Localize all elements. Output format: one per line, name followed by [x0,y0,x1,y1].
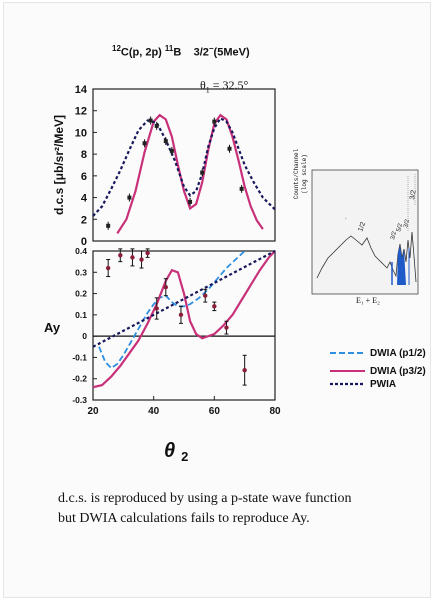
dcs-ytick-label: 10 [75,127,87,139]
dcs-point [239,186,244,191]
inset-annotation: 5/2 [396,222,404,232]
ay-ytick-label: 0.3 [75,267,87,277]
ay-point [139,257,144,262]
ay-point [242,368,247,373]
ay-ytick-label: 0 [82,331,87,341]
ay-ytick-label: 0.1 [75,310,87,320]
ay-xtick-label: 80 [269,406,281,417]
ay-curve [92,250,276,389]
dcs-point [227,146,232,151]
ay-point [154,306,159,311]
ay-ytick-label: -0.3 [72,395,87,405]
dcs-point [163,139,168,144]
dcs-ytick-label: 2 [81,214,87,226]
ay-xticks: 20 40 60 80 [87,396,281,417]
ay-point [118,253,123,258]
ay-xtick-label: 60 [209,406,221,417]
dcs-point [212,119,217,124]
dcs-point [142,141,147,146]
dcs-point [148,118,153,123]
ay-point [130,255,135,260]
ay-ytick-label: -0.1 [72,352,87,362]
ay-yticks: 0.4 0.3 0.2 0.1 0 -0.1 -0.2 -0.3 [72,246,97,405]
inset-annotation: 3/2 [409,189,418,200]
dcs-ylabel: d.c.s [μb/sr²/MeV] [52,115,66,215]
dcs-curve [116,113,264,234]
ay-xtick-label: 20 [87,406,99,417]
ay-ytick-label: 0.2 [75,289,87,299]
ay-ytick-label: 0.4 [75,246,87,256]
ay-xtick-label: 40 [148,406,160,417]
dcs-ytick-label: 12 [75,106,87,118]
dcs-curve [92,116,276,217]
ay-point [212,304,217,309]
ay-point [163,284,168,290]
dcs-frame [92,88,276,242]
inset-ylabel: Counts/Channel (log scale) [293,148,308,200]
ay-point [178,312,184,318]
caption-line: but DWIA calculations fails to reproduce… [58,511,310,526]
ay-point [105,265,111,271]
ay-points [105,248,247,386]
ay-curve [98,250,246,370]
dcs-point [106,223,111,228]
ay-ytick-label: -0.2 [72,374,87,384]
spectrum-line [316,231,417,283]
ay-point [145,250,150,256]
ay-curves [92,250,276,389]
ay-curve [92,250,276,348]
dcs-curves [92,113,276,234]
ay-point [224,325,229,330]
dcs-ytick-label: 8 [81,149,87,161]
inset-annotation: 3/2 [390,230,398,240]
dcs-point [127,195,132,200]
ay-point [203,293,208,298]
spectrum-peak [397,246,406,285]
page [3,2,431,598]
dcs-point [154,123,159,128]
inset-annotation: + [345,216,347,220]
caption: d.c.s. is reproduced by using a p-state … [58,489,418,529]
ay-ylabel: Ay [44,320,61,335]
caption-line: d.c.s. is reproduced by using a p-state … [58,491,352,506]
dcs-point [169,148,174,153]
ay-frame [92,250,276,401]
inset-annotation: 3/2 [403,218,411,228]
inset-annotation: 1/2 [357,221,367,233]
reaction-title: 12C(p, 2p) 11B 3/2−(5MeV) [112,44,250,59]
dcs-ytick-label: 6 [81,171,87,183]
dcs-ytick-label: 0 [81,236,87,248]
dcs-ytick-label: 4 [81,193,88,205]
dcs-point [188,199,193,204]
dcs-points [106,116,244,230]
inset-xlabel: E₁ + E₂ [356,296,380,305]
dcs-yticks: 0 2 4 6 8 10 12 14 [75,84,97,248]
dcs-ytick-label: 14 [75,84,88,96]
dcs-point [200,170,205,175]
